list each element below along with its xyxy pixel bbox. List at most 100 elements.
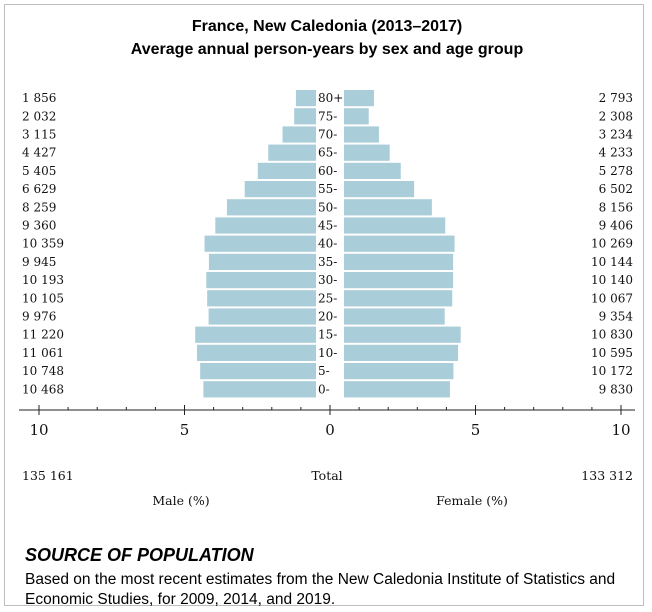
female-person-years: 10 595 [591, 346, 633, 360]
male-bar [206, 272, 316, 289]
male-bar [294, 108, 316, 125]
age-group-label: 5- [318, 364, 330, 378]
female-bar [344, 144, 390, 161]
female-person-years: 10 067 [591, 291, 633, 305]
female-person-years: 6 502 [599, 182, 633, 196]
male-person-years: 10 193 [22, 273, 64, 287]
female-person-years: 9 406 [599, 219, 633, 233]
male-bar [244, 181, 316, 198]
population-pyramid-chart: France, New Caledonia (2013–2017) Averag… [19, 18, 635, 508]
age-group-label: 40- [318, 237, 337, 251]
total-female-value: 133 312 [581, 468, 633, 483]
female-bar [344, 272, 454, 289]
x-tick-label: 10 [611, 421, 630, 439]
male-person-years: 6 629 [22, 182, 56, 196]
female-person-years: 2 793 [599, 91, 633, 105]
pyramid-rows: 80+ 1 856 2 793 75- 2 032 2 308 70- 3 115 3 234 6… [22, 90, 634, 398]
source-text: Based on the most recent estimates from … [25, 571, 616, 608]
male-bar [203, 381, 316, 398]
male-bar [196, 344, 316, 361]
male-person-years: 5 405 [22, 164, 56, 178]
male-person-years: 10 359 [22, 237, 64, 251]
female-bar [344, 126, 379, 143]
age-group-label: 75- [318, 109, 337, 123]
male-person-years: 8 259 [22, 200, 56, 214]
age-group-label: 50- [318, 200, 337, 214]
male-person-years: 11 061 [22, 346, 64, 360]
female-person-years: 9 830 [599, 382, 633, 396]
male-person-years: 9 976 [22, 310, 56, 324]
female-person-years: 10 830 [591, 328, 633, 342]
male-person-years: 9 945 [22, 255, 56, 269]
x-axis: 10 5 0 5 10 [19, 405, 635, 439]
x-axis-label-male: Male (%) [152, 493, 209, 508]
female-bar [344, 253, 454, 270]
age-group-label: 55- [318, 182, 337, 196]
female-bar [344, 326, 461, 343]
x-axis-label-female: Female (%) [436, 493, 508, 508]
male-person-years: 3 115 [22, 128, 56, 142]
male-bar [282, 126, 316, 143]
male-person-years: 11 220 [22, 328, 64, 342]
female-bar [344, 381, 450, 398]
male-bar [295, 90, 316, 107]
female-bar [344, 344, 459, 361]
female-bar [344, 181, 415, 198]
female-person-years: 10 144 [591, 255, 633, 269]
female-bar [344, 199, 432, 216]
male-person-years: 4 427 [22, 146, 56, 160]
male-bar [226, 199, 316, 216]
female-bar [344, 235, 455, 252]
source-heading: SOURCE OF POPULATION [25, 545, 254, 565]
age-group-label: 10- [318, 346, 337, 360]
female-bar [344, 363, 454, 380]
chart-title: France, New Caledonia (2013–2017) [192, 18, 462, 35]
female-person-years: 4 233 [599, 146, 633, 160]
male-bar [215, 217, 316, 234]
female-person-years: 10 140 [591, 273, 633, 287]
total-male-value: 135 161 [22, 468, 74, 483]
female-bar [344, 108, 369, 125]
age-group-label: 70- [318, 128, 337, 142]
female-bar [344, 217, 446, 234]
age-group-label: 25- [318, 291, 337, 305]
male-bar [204, 235, 316, 252]
age-group-label: 65- [318, 146, 337, 160]
female-person-years: 10 269 [591, 237, 633, 251]
male-person-years: 10 468 [22, 382, 64, 396]
chart-frame: France, New Caledonia (2013–2017) Averag… [4, 4, 644, 608]
male-bar [195, 326, 316, 343]
x-tick-label: 10 [29, 421, 48, 439]
female-person-years: 3 234 [599, 128, 634, 142]
age-group-label: 0- [318, 382, 330, 396]
male-person-years: 2 032 [22, 109, 56, 123]
x-tick-label: 5 [471, 421, 481, 439]
female-bar [344, 90, 374, 107]
female-person-years: 10 172 [591, 364, 633, 378]
x-tick-label: 5 [180, 421, 190, 439]
female-bar [344, 290, 453, 307]
female-person-years: 8 156 [599, 200, 633, 214]
male-bar [208, 308, 316, 325]
age-group-label: 60- [318, 164, 337, 178]
total-label: Total [311, 468, 342, 483]
age-group-label: 30- [318, 273, 337, 287]
age-group-label: 20- [318, 310, 337, 324]
female-bar [344, 162, 401, 179]
male-bar [200, 363, 316, 380]
female-bar [344, 308, 445, 325]
male-person-years: 10 105 [22, 291, 64, 305]
female-person-years: 5 278 [599, 164, 633, 178]
chart-subtitle: Average annual person-years by sex and a… [131, 41, 524, 58]
male-bar [257, 162, 316, 179]
male-bar [208, 253, 316, 270]
male-person-years: 9 360 [22, 219, 56, 233]
male-bar [268, 144, 316, 161]
age-group-label: 15- [318, 328, 337, 342]
male-bar [207, 290, 316, 307]
female-person-years: 2 308 [599, 109, 633, 123]
male-person-years: 10 748 [22, 364, 64, 378]
female-person-years: 9 354 [599, 310, 634, 324]
age-group-label: 80+ [318, 91, 343, 105]
age-group-label: 35- [318, 255, 337, 269]
